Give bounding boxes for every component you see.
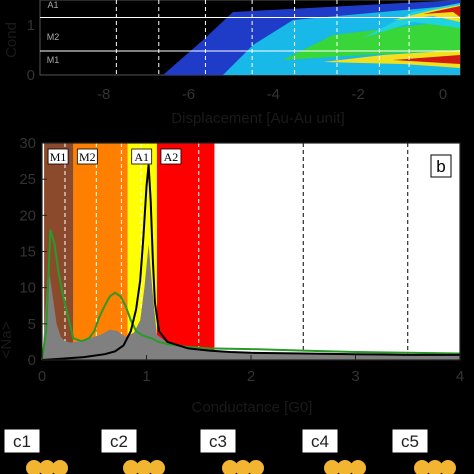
panel-b-x-axis-label: Conductance [G0] xyxy=(192,399,313,416)
panel-a-row-label: M2 xyxy=(47,32,60,42)
panel-b-y-tick: 0 xyxy=(28,352,36,369)
panel-c-label-c4: c4 xyxy=(311,432,329,451)
panel-c-label-box xyxy=(3,428,41,454)
region-label-box xyxy=(76,148,98,165)
region-label-box xyxy=(131,148,153,165)
gold-atom xyxy=(427,460,443,474)
panel-b-y-tick: 25 xyxy=(19,171,36,188)
panel-b-y-ticks: 0 5 10 15 20 25 30 xyxy=(19,135,47,369)
panel-c: c1 c2 c3 c4 c5 xyxy=(3,428,456,474)
panel-a-x-tick: -4 xyxy=(267,86,280,103)
gold-atom xyxy=(39,460,55,474)
panel-c-label-c2: c2 xyxy=(110,432,128,451)
gold-atom xyxy=(337,460,353,474)
gold-atom xyxy=(26,460,42,474)
panel-b-x-tick: 2 xyxy=(247,368,255,385)
panel-c-label-c5: c5 xyxy=(401,432,419,451)
heatmap-band-green xyxy=(283,20,460,60)
panel-a-x-tick: -2 xyxy=(352,86,365,103)
panel-b-y-tick: 30 xyxy=(19,135,36,152)
panel-b-x-tick: 1 xyxy=(142,368,150,385)
panel-a-y-tick: 1 xyxy=(27,17,35,34)
heatmap-band-red xyxy=(423,6,460,17)
panel-a-row-labels: A1 M2 M1 xyxy=(47,0,60,65)
panel-b-x-tick: 0 xyxy=(38,368,46,385)
series-line-black xyxy=(41,164,460,361)
region-label-m2: M2 xyxy=(79,150,96,164)
panel-c-label-c1: c1 xyxy=(13,432,31,451)
series-line-green xyxy=(41,229,461,361)
region-label-box xyxy=(47,148,69,165)
panel-a-x-tick: -6 xyxy=(182,86,195,103)
panel-a-row-label: M1 xyxy=(47,55,60,65)
gold-atom xyxy=(350,460,366,474)
region-m2 xyxy=(73,143,128,360)
panel-b-regions xyxy=(44,143,215,360)
panel-a-y-tick: 0 xyxy=(27,67,35,84)
panel-c-label-box xyxy=(199,428,237,454)
panel-a-x-tick: 0 xyxy=(439,86,447,103)
panel-a-y-axis-label: Cond xyxy=(3,22,20,58)
panel-b-y-tick: 20 xyxy=(19,207,36,224)
panel-b-guides xyxy=(64,143,409,360)
gold-atom xyxy=(149,460,165,474)
panel-c-label-c3: c3 xyxy=(209,432,227,451)
region-label-m1: M1 xyxy=(50,150,67,164)
panel-b-y-tick: 5 xyxy=(28,316,36,333)
panel-b-x-ticks: 0 1 2 3 4 xyxy=(38,355,464,385)
heatmap-band-red-low xyxy=(393,55,460,64)
gold-atom xyxy=(324,460,340,474)
series-area-gray xyxy=(42,244,460,360)
gold-atom xyxy=(440,460,456,474)
panel-b-y-tick: 10 xyxy=(19,280,36,297)
gold-atom xyxy=(235,460,251,474)
panel-a-x-axis-label: Displacement [Au-Au unit] xyxy=(171,110,344,127)
panel-b-y-axis-label: <Na> xyxy=(0,321,15,358)
region-a2 xyxy=(156,143,215,360)
region-label-a2: A2 xyxy=(164,150,179,164)
gold-atom xyxy=(136,460,152,474)
panel-b-series xyxy=(41,164,461,361)
panel-c-label-box xyxy=(391,428,429,454)
panel-a-guides xyxy=(40,0,460,75)
panel-b-x-tick: 4 xyxy=(456,368,464,385)
heatmap-band-yellow-low xyxy=(323,50,460,68)
region-label-box xyxy=(160,148,182,165)
panel-a-x-ticks: -8 -6 -4 -2 0 xyxy=(97,86,447,103)
region-label-a1: A1 xyxy=(134,150,149,164)
panel-a-row-label: A1 xyxy=(47,0,58,10)
panel-b-region-labels: M1 M2 A1 A2 xyxy=(47,148,182,165)
gold-atom xyxy=(52,460,68,474)
panel-a-y-ticks: 10 xyxy=(27,17,35,84)
panel-b: M1 M2 A1 A2 0 1 2 3 4 0 5 10 15 20 25 30 b <Na> Condu… xyxy=(0,135,464,416)
gold-atom xyxy=(414,460,430,474)
gold-atom xyxy=(248,460,264,474)
panel-b-y-tick: 15 xyxy=(19,244,36,261)
panel-c-label-box xyxy=(301,428,339,454)
gold-atom xyxy=(222,460,238,474)
panel-b-tag-box xyxy=(430,154,452,178)
gold-atom xyxy=(123,460,139,474)
panel-c-label-box xyxy=(100,428,138,454)
panel-a-x-tick: -8 xyxy=(97,86,110,103)
panel-b-x-tick: 3 xyxy=(351,368,359,385)
panel-b-tag: b xyxy=(436,157,445,176)
